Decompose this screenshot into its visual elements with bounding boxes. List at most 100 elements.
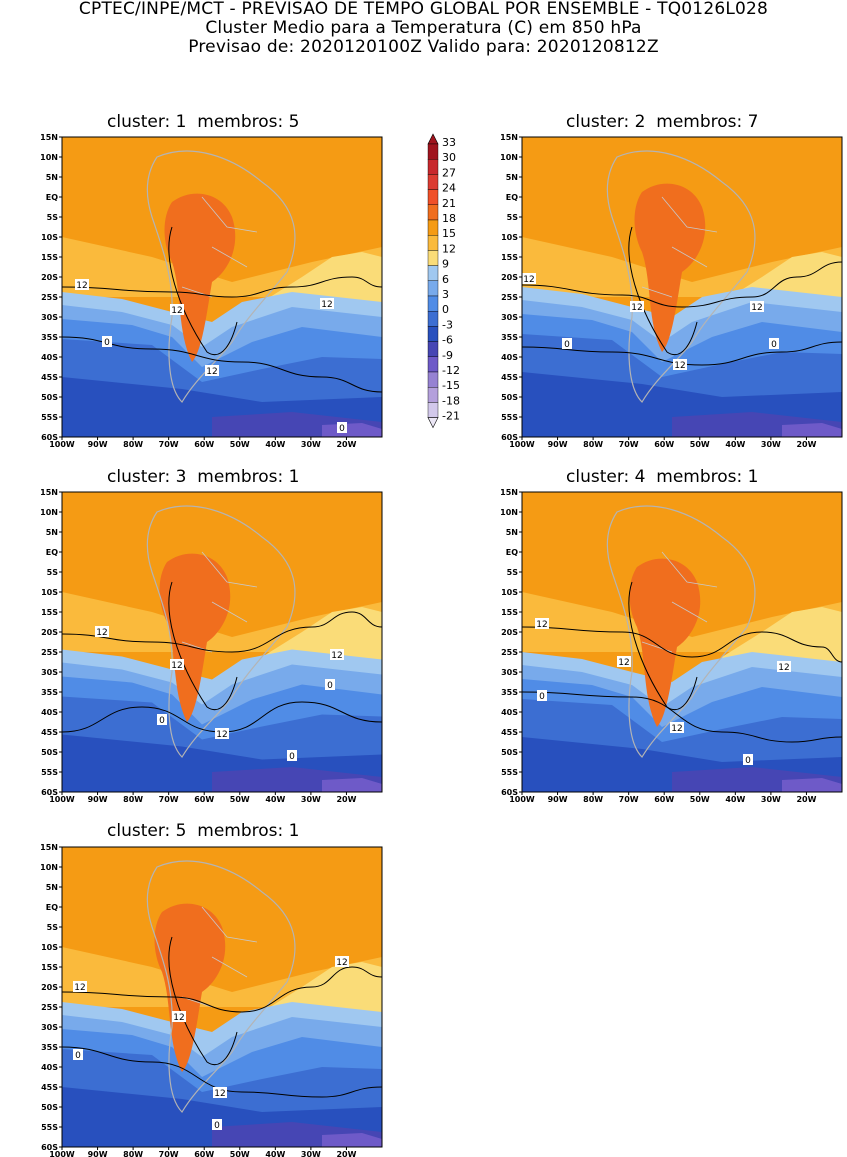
- lat-label: 10S: [41, 233, 58, 242]
- lat-label: 15S: [41, 608, 58, 617]
- contour-label-12: 12: [331, 651, 342, 661]
- lat-label: 30S: [41, 668, 58, 677]
- contour-label-0: 0: [564, 340, 570, 350]
- lat-label: EQ: [46, 903, 58, 912]
- colorbar-swatch: [427, 159, 439, 175]
- contour-12-inland: [168, 226, 238, 355]
- contour-label-12: 12: [216, 730, 227, 740]
- contour-0: [522, 691, 842, 743]
- colorbar-swatch: [427, 143, 439, 160]
- lon-label: 40W: [265, 440, 285, 449]
- contour-label-12: 12: [214, 1089, 225, 1099]
- lat-label: 5S: [507, 568, 519, 577]
- lat-label: 15N: [500, 488, 518, 497]
- contour-12: [522, 261, 842, 308]
- contour-0: [62, 336, 382, 393]
- lat-label: 30S: [41, 313, 58, 322]
- continent-outline: [606, 150, 756, 403]
- lat-label: 5N: [506, 173, 518, 182]
- lat-label: 10S: [41, 588, 58, 597]
- contour-12: [62, 611, 382, 653]
- lon-label: 90W: [88, 1150, 108, 1157]
- map-frame: [521, 491, 843, 793]
- contour-label-box: [102, 336, 112, 347]
- contour-label-12: 12: [171, 306, 182, 316]
- contour-label-box: [630, 301, 644, 312]
- map-frame: [61, 846, 383, 1148]
- lat-label: 25S: [41, 1003, 58, 1012]
- lon-label: 40W: [725, 795, 745, 804]
- lat-label: 60S: [41, 433, 58, 442]
- lat-label: 50S: [41, 1103, 58, 1112]
- lon-label: 80W: [123, 1150, 143, 1157]
- contour-label-box: [535, 618, 549, 629]
- contour-label-box: [172, 1011, 186, 1022]
- header-line-3: Previsao de: 2020120100Z Valido para: 20…: [188, 37, 659, 57]
- contour-label-12: 12: [618, 658, 629, 668]
- temperature-field: 12 12 12 12 0 0: [62, 137, 382, 437]
- contour-label-12: 12: [96, 628, 107, 638]
- lat-label: 10S: [501, 233, 518, 242]
- lat-label: 5S: [47, 568, 59, 577]
- lat-label: 60S: [501, 788, 518, 797]
- lon-label: 40W: [265, 795, 285, 804]
- lat-label: 5S: [507, 213, 519, 222]
- lon-label: 100W: [49, 440, 75, 449]
- contour-label-box: [330, 649, 344, 660]
- colorbar-swatch: [427, 310, 439, 327]
- lat-label: 35S: [501, 333, 518, 342]
- lat-label: 5N: [46, 173, 58, 182]
- lat-label: 15N: [40, 843, 58, 852]
- colorbar-swatch: [427, 356, 439, 373]
- lat-label: 30S: [501, 668, 518, 677]
- contour-label-0: 0: [745, 756, 751, 766]
- map-frame: [521, 136, 843, 438]
- lon-label: 60W: [194, 795, 214, 804]
- temperature-field: 12 12 12 12 0 0: [62, 847, 382, 1147]
- colorbar-label: -9: [442, 349, 453, 362]
- colorbar-label: 15: [442, 227, 456, 240]
- colorbar-label: 0: [442, 303, 449, 316]
- lat-label: 50S: [41, 393, 58, 402]
- colorbar-swatch: [427, 386, 439, 403]
- lon-label: 20W: [796, 440, 816, 449]
- contour-12: [62, 276, 382, 298]
- contour-label-box: [95, 626, 109, 637]
- lon-label: 100W: [49, 1150, 75, 1157]
- contour-label-12: 12: [631, 303, 642, 313]
- lat-label: 20S: [501, 273, 518, 282]
- lon-label: 100W: [509, 795, 535, 804]
- lon-label: 80W: [123, 440, 143, 449]
- lat-label: 25S: [41, 293, 58, 302]
- lon-label: 40W: [265, 1150, 285, 1157]
- colorbar-label: 30: [442, 151, 456, 164]
- contour-label-0: 0: [539, 692, 545, 702]
- country-borders: [641, 196, 718, 298]
- contour-label-0: 0: [75, 1051, 81, 1061]
- lat-label: 20S: [501, 628, 518, 637]
- colorbar-label: -15: [442, 379, 460, 392]
- lat-label: 55S: [41, 768, 58, 777]
- contour-label-12: 12: [336, 958, 347, 968]
- contour-label-box: [75, 279, 89, 290]
- lon-label: 30W: [301, 795, 321, 804]
- contour-label-0: 0: [771, 340, 777, 350]
- lat-label: 50S: [501, 748, 518, 757]
- lat-label: 55S: [501, 413, 518, 422]
- colorbar-swatch: [427, 204, 439, 221]
- lat-label: 10S: [501, 588, 518, 597]
- lon-label: 50W: [690, 440, 710, 449]
- lat-label: EQ: [506, 548, 518, 557]
- colorbar-label: -18: [442, 394, 460, 407]
- lon-label: 90W: [88, 795, 108, 804]
- contour-label-0: 0: [214, 1121, 220, 1131]
- panel-title-5: cluster: 5 membros: 1: [107, 821, 300, 841]
- lon-label: 60W: [194, 1150, 214, 1157]
- lat-label: 10N: [500, 508, 518, 517]
- contour-12: [522, 626, 842, 663]
- continent-outline: [146, 860, 296, 1113]
- lat-label: 15S: [41, 963, 58, 972]
- figure-header: CPTEC/INPE/MCT - PREVISAO DE TEMPO GLOBA…: [0, 0, 847, 57]
- contour-12-inland: [628, 581, 698, 710]
- continent-outline: [146, 505, 296, 758]
